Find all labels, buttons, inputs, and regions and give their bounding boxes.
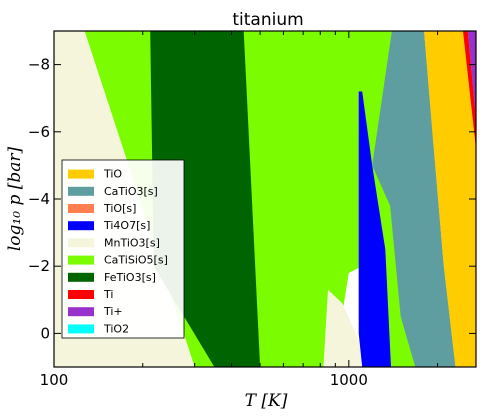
legend-swatch xyxy=(68,272,94,282)
y-tick-label: 0 xyxy=(40,324,50,342)
y-tick-label: −2 xyxy=(28,257,50,275)
y-tick-label: −8 xyxy=(28,56,50,74)
region-catio3-s-5 xyxy=(372,31,456,367)
svg-text:T [K]: T [K] xyxy=(245,391,288,411)
legend-label: TiO[s] xyxy=(103,202,136,215)
legend-swatch xyxy=(68,169,94,179)
x-tick-label: 100 xyxy=(40,371,69,389)
chart-title: titanium xyxy=(232,10,303,30)
legend-swatch xyxy=(68,290,94,299)
legend-swatch xyxy=(68,255,94,265)
legend-label: FeTiO3[s] xyxy=(104,271,156,284)
legend-label: Ti xyxy=(103,288,113,301)
y-tick-label: −4 xyxy=(28,190,50,208)
legend-label: CaTiO3[s] xyxy=(104,185,158,198)
x-tick-label: 1000 xyxy=(330,371,368,389)
svg-text:log₁₀ p [bar]: log₁₀ p [bar] xyxy=(5,146,25,251)
region-tio-6 xyxy=(424,31,476,367)
legend: TiO CaTiO3[s] TiO[s] Ti4O7[s] MnTiO3[s] CaTiS… xyxy=(61,159,185,339)
legend-swatch xyxy=(68,307,94,317)
legend-label: TiO xyxy=(103,168,122,181)
tick-layer: 100 1000 −8 −6 −4 −2 0 xyxy=(28,31,476,389)
legend-label: MnTiO3[s] xyxy=(104,236,160,249)
y-axis-label: log₁₀ p [bar] xyxy=(5,146,25,251)
region-mntio3-s-3 xyxy=(323,289,365,367)
legend-swatch xyxy=(68,221,94,231)
legend-label: Ti+ xyxy=(103,305,123,318)
legend-swatch xyxy=(68,238,94,248)
legend-swatch xyxy=(68,324,94,334)
legend-swatch xyxy=(68,186,94,196)
region-ti-7 xyxy=(463,31,476,149)
legend-label: TiO2 xyxy=(103,322,129,335)
legend-label: Ti4O7[s] xyxy=(103,219,150,232)
legend-label: CaTiSiO5[s] xyxy=(104,254,168,267)
x-axis-label: T [K] xyxy=(245,391,288,411)
region-ti-8 xyxy=(467,31,476,119)
region-ti4o7-s-4 xyxy=(358,91,391,367)
y-tick-label: −6 xyxy=(28,123,50,141)
legend-swatch xyxy=(68,204,94,213)
